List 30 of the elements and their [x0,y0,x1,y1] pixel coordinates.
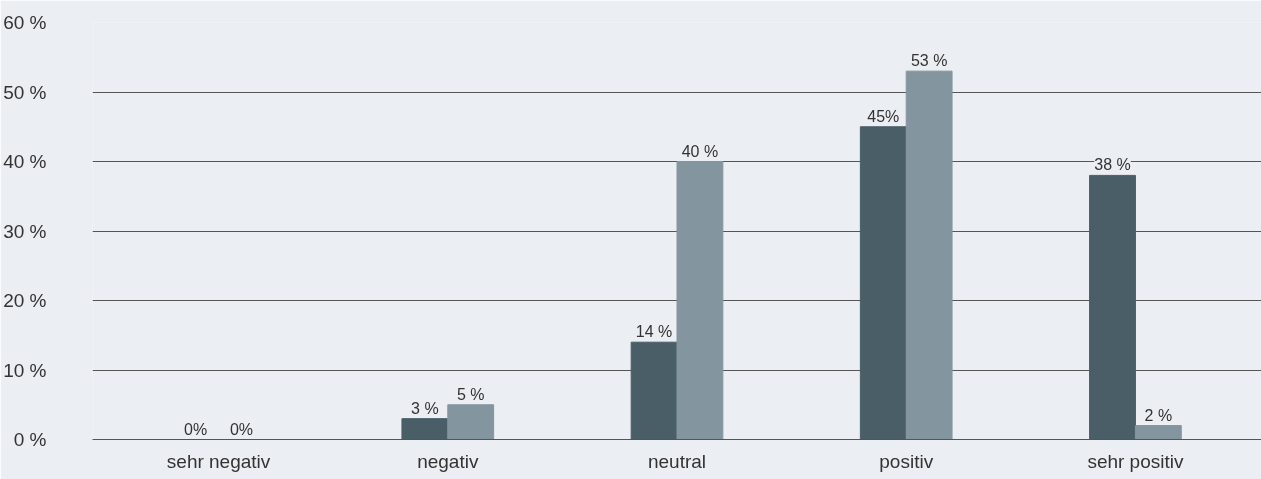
data-label: 5 % [456,385,485,403]
data-label: 38 % [1094,156,1131,174]
data-label: 53 % [910,52,948,70]
data-label: 0% [184,420,208,438]
x-tick-label: sehr positiv [1087,450,1184,472]
x-tick-label: sehr negativ [166,450,271,472]
bar [1089,174,1136,440]
bar [1134,425,1182,440]
y-tick-label: 50 % [3,81,47,103]
data-label: 2 % [1144,406,1173,424]
bar [401,418,449,440]
bar [676,161,724,440]
x-tick-label: negativ [417,450,479,472]
y-tick-label: 20 % [3,290,47,311]
bar [859,126,907,440]
data-label: 3 % [411,399,439,417]
data-label: 14 % [635,323,673,341]
y-tick-label: 30 % [3,220,47,242]
bar [630,341,678,440]
data-label: 40 % [681,142,719,160]
y-tick-label: 40 % [3,151,47,172]
data-label: 0% [229,420,254,438]
bar [905,70,953,440]
y-tick-label: 10 % [3,359,47,381]
bar [447,404,495,440]
x-tick-label: neutral [647,450,707,472]
x-tick-label: positiv [879,450,934,472]
y-tick-label: 60 % [3,12,47,33]
data-label: 45% [867,107,900,125]
y-tick-label: 0 % [13,429,47,450]
